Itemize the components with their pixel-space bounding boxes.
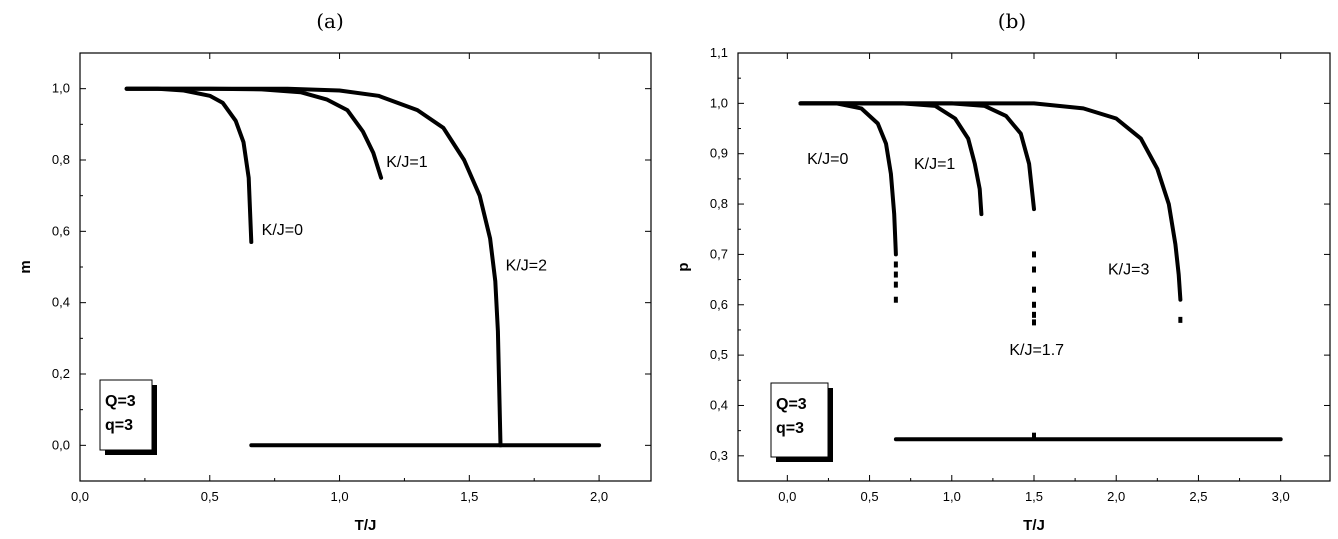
x-tick-label: 3,0 <box>1272 489 1290 504</box>
x-tick-label: 1,0 <box>943 489 961 504</box>
data-point <box>893 261 898 268</box>
series-line-kj0 <box>124 86 254 244</box>
data-point <box>1032 266 1036 273</box>
y-tick-label: 0,9 <box>710 146 728 161</box>
data-point <box>1032 301 1036 308</box>
x-tick-label: 1,5 <box>1025 489 1043 504</box>
data-point <box>1032 319 1036 326</box>
x-axis-title: T/J <box>1023 517 1045 534</box>
y-tick-label: 0,5 <box>710 347 728 362</box>
chart-panel-b: (b) 0,0 0,5 1,0 1,5 2,0 2,5 3,0 0,3 0,4 0,5 0,6 0,7 0… <box>675 9 1331 534</box>
series-line-kj3 <box>798 101 1183 302</box>
data-point <box>1032 311 1036 318</box>
x-axis-title: T/J <box>355 517 377 534</box>
legend-text: Q=3 <box>776 396 807 413</box>
legend-text: q=3 <box>105 417 133 434</box>
y-tick-label: 0,0 <box>52 437 70 452</box>
x-tick-label: 1,5 <box>460 489 478 504</box>
y-tick-label: 0,6 <box>52 223 70 238</box>
y-tick-label: 0,2 <box>52 366 70 381</box>
y-tick-label: 0,7 <box>710 246 728 261</box>
chart-panel-a: (a) 0,0 0,5 1,0 1,5 2,0 0,0 0,2 0,4 0,6 0,8 1,0 T/J m… <box>17 9 652 534</box>
x-tick-label: 0,5 <box>861 489 879 504</box>
data-point <box>893 271 898 278</box>
curve-label: K/J=0 <box>262 222 303 239</box>
curve-label: K/J=0 <box>807 151 848 168</box>
x-tick-label: 0,5 <box>201 489 219 504</box>
y-tick-label: 0,4 <box>52 295 70 310</box>
x-tick-label: 2,0 <box>590 489 608 504</box>
y-tick-label: 0,8 <box>52 152 70 167</box>
data-point <box>1178 316 1183 323</box>
legend-text: Q=3 <box>105 393 136 410</box>
curve-label: K/J=1.7 <box>1009 342 1064 359</box>
panel-title: (b) <box>998 9 1026 33</box>
series-line-kj1 <box>124 86 384 180</box>
data-point <box>1032 286 1036 293</box>
y-tick-label: 0,3 <box>710 448 728 463</box>
legend-box <box>770 382 829 458</box>
x-tick-label: 2,0 <box>1107 489 1125 504</box>
y-tick-label: 1,0 <box>52 81 70 96</box>
panel-title: (a) <box>316 9 344 33</box>
x-tick-label: 0,0 <box>778 489 796 504</box>
y-tick-label: 1,1 <box>710 45 728 60</box>
curve-label: K/J=2 <box>506 258 547 275</box>
data-point <box>893 281 898 288</box>
data-point <box>1032 432 1036 439</box>
curve-label: K/J=1 <box>386 154 427 171</box>
series-line-kj2 <box>124 86 503 448</box>
curve-label: K/J=3 <box>1108 262 1149 279</box>
legend-text: q=3 <box>776 420 804 437</box>
x-tick-label: 2,5 <box>1189 489 1207 504</box>
data-point <box>893 296 898 303</box>
x-tick-label: 1,0 <box>331 489 349 504</box>
y-axis-title: m <box>17 260 34 273</box>
legend-box <box>99 379 153 451</box>
plot-frame <box>79 52 652 482</box>
y-tick-label: 0,4 <box>710 397 728 412</box>
y-tick-label: 0,6 <box>710 297 728 312</box>
curve-label: K/J=1 <box>914 156 955 173</box>
x-tick-label: 0,0 <box>71 489 89 504</box>
data-point <box>1032 251 1036 258</box>
y-tick-label: 1,0 <box>710 95 728 110</box>
series-line-kj0 <box>798 101 898 257</box>
y-tick-label: 0,8 <box>710 196 728 211</box>
y-axis-title: p <box>675 262 692 271</box>
